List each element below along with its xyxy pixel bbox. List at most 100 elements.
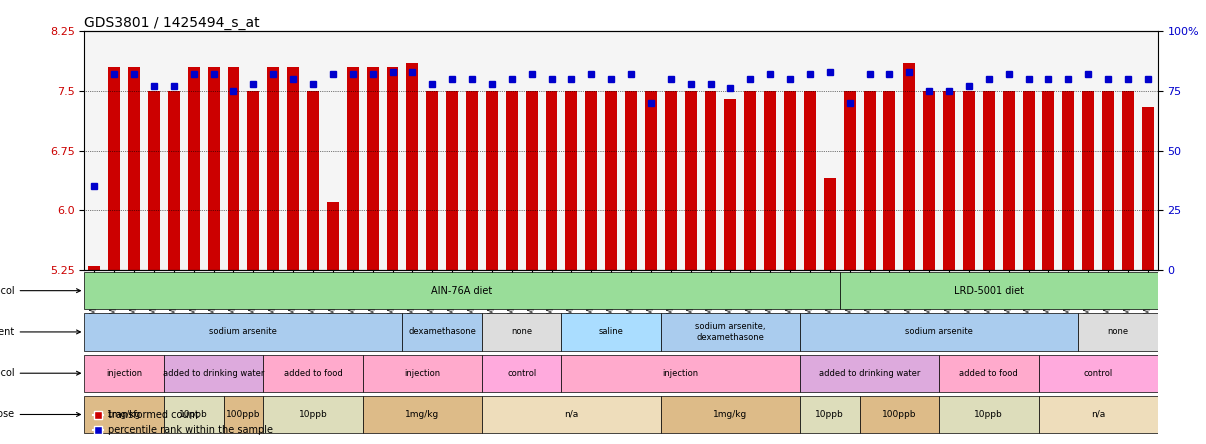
Text: control: control xyxy=(507,369,537,378)
Bar xyxy=(685,91,697,270)
Bar xyxy=(844,91,855,270)
Bar xyxy=(188,67,200,270)
Text: sodium arsenite: sodium arsenite xyxy=(210,327,277,337)
FancyBboxPatch shape xyxy=(84,355,164,392)
Text: sodium arsenite,
dexamethasone: sodium arsenite, dexamethasone xyxy=(695,322,766,341)
Text: 10ppb: 10ppb xyxy=(299,410,327,419)
Bar xyxy=(924,91,935,270)
FancyBboxPatch shape xyxy=(84,272,839,309)
Bar xyxy=(505,91,517,270)
Text: injection: injection xyxy=(662,369,698,378)
FancyBboxPatch shape xyxy=(661,396,800,433)
FancyBboxPatch shape xyxy=(84,396,164,433)
Bar xyxy=(943,91,955,270)
Text: 10ppb: 10ppb xyxy=(815,410,844,419)
FancyBboxPatch shape xyxy=(661,313,800,350)
Bar xyxy=(863,91,876,270)
FancyBboxPatch shape xyxy=(482,355,562,392)
Bar xyxy=(347,67,358,270)
FancyBboxPatch shape xyxy=(839,272,1167,309)
FancyBboxPatch shape xyxy=(800,396,860,433)
Bar xyxy=(645,91,657,270)
Text: LRD-5001 diet: LRD-5001 diet xyxy=(954,285,1024,296)
Bar xyxy=(625,91,637,270)
Bar xyxy=(1102,91,1114,270)
Text: dose: dose xyxy=(0,409,81,420)
Bar xyxy=(765,91,777,270)
Bar xyxy=(903,63,915,270)
Text: added to food: added to food xyxy=(283,369,343,378)
FancyBboxPatch shape xyxy=(860,396,939,433)
FancyBboxPatch shape xyxy=(363,355,482,392)
FancyBboxPatch shape xyxy=(482,313,562,350)
Text: sodium arsenite: sodium arsenite xyxy=(906,327,973,337)
Bar xyxy=(804,91,816,270)
Bar xyxy=(247,91,259,270)
Bar xyxy=(1023,91,1035,270)
Bar xyxy=(566,91,578,270)
Bar xyxy=(466,91,478,270)
Bar xyxy=(545,91,557,270)
Bar xyxy=(1042,91,1054,270)
Text: added to drinking water: added to drinking water xyxy=(163,369,264,378)
Bar xyxy=(287,67,299,270)
FancyBboxPatch shape xyxy=(223,396,263,433)
FancyBboxPatch shape xyxy=(800,355,939,392)
Bar xyxy=(1142,107,1154,270)
Text: 1mg/kg: 1mg/kg xyxy=(713,410,748,419)
Text: protocol: protocol xyxy=(0,368,81,378)
Text: none: none xyxy=(511,327,532,337)
Bar xyxy=(962,91,974,270)
Bar xyxy=(426,91,438,270)
Bar xyxy=(884,91,895,270)
Bar xyxy=(128,67,140,270)
Text: 1mg/kg: 1mg/kg xyxy=(107,410,141,419)
Bar xyxy=(486,91,498,270)
FancyBboxPatch shape xyxy=(1078,313,1158,350)
Bar xyxy=(367,67,379,270)
Bar xyxy=(207,67,219,270)
Text: added to drinking water: added to drinking water xyxy=(819,369,920,378)
FancyBboxPatch shape xyxy=(84,313,403,350)
Text: 1mg/kg: 1mg/kg xyxy=(405,410,439,419)
Bar xyxy=(725,99,737,270)
Bar xyxy=(168,91,180,270)
FancyBboxPatch shape xyxy=(939,396,1038,433)
Bar xyxy=(327,202,339,270)
Bar xyxy=(148,91,160,270)
Text: control: control xyxy=(1083,369,1113,378)
Bar xyxy=(109,67,121,270)
FancyBboxPatch shape xyxy=(562,313,661,350)
FancyBboxPatch shape xyxy=(939,355,1038,392)
FancyBboxPatch shape xyxy=(482,396,661,433)
FancyBboxPatch shape xyxy=(562,355,800,392)
Bar xyxy=(446,91,458,270)
Text: 100ppb: 100ppb xyxy=(227,410,260,419)
Bar xyxy=(308,91,318,270)
Text: 100ppb: 100ppb xyxy=(882,410,917,419)
FancyBboxPatch shape xyxy=(1038,396,1158,433)
Bar xyxy=(387,67,398,270)
Bar xyxy=(784,91,796,270)
FancyBboxPatch shape xyxy=(263,355,363,392)
FancyBboxPatch shape xyxy=(800,313,1078,350)
Text: AIN-76A diet: AIN-76A diet xyxy=(432,285,493,296)
Bar xyxy=(665,91,677,270)
Bar xyxy=(704,91,716,270)
Text: GDS3801 / 1425494_s_at: GDS3801 / 1425494_s_at xyxy=(84,16,260,30)
Text: none: none xyxy=(1107,327,1129,337)
Text: agent: agent xyxy=(0,327,81,337)
Text: growth protocol: growth protocol xyxy=(0,285,81,296)
Text: n/a: n/a xyxy=(564,410,579,419)
Bar xyxy=(1122,91,1134,270)
Text: added to food: added to food xyxy=(960,369,1018,378)
Bar xyxy=(824,178,836,270)
Text: injection: injection xyxy=(106,369,142,378)
Bar xyxy=(983,91,995,270)
Bar xyxy=(88,266,100,270)
FancyBboxPatch shape xyxy=(164,355,263,392)
Bar xyxy=(228,67,240,270)
Text: dexamethasone: dexamethasone xyxy=(409,327,476,337)
FancyBboxPatch shape xyxy=(1038,355,1158,392)
Bar xyxy=(744,91,756,270)
